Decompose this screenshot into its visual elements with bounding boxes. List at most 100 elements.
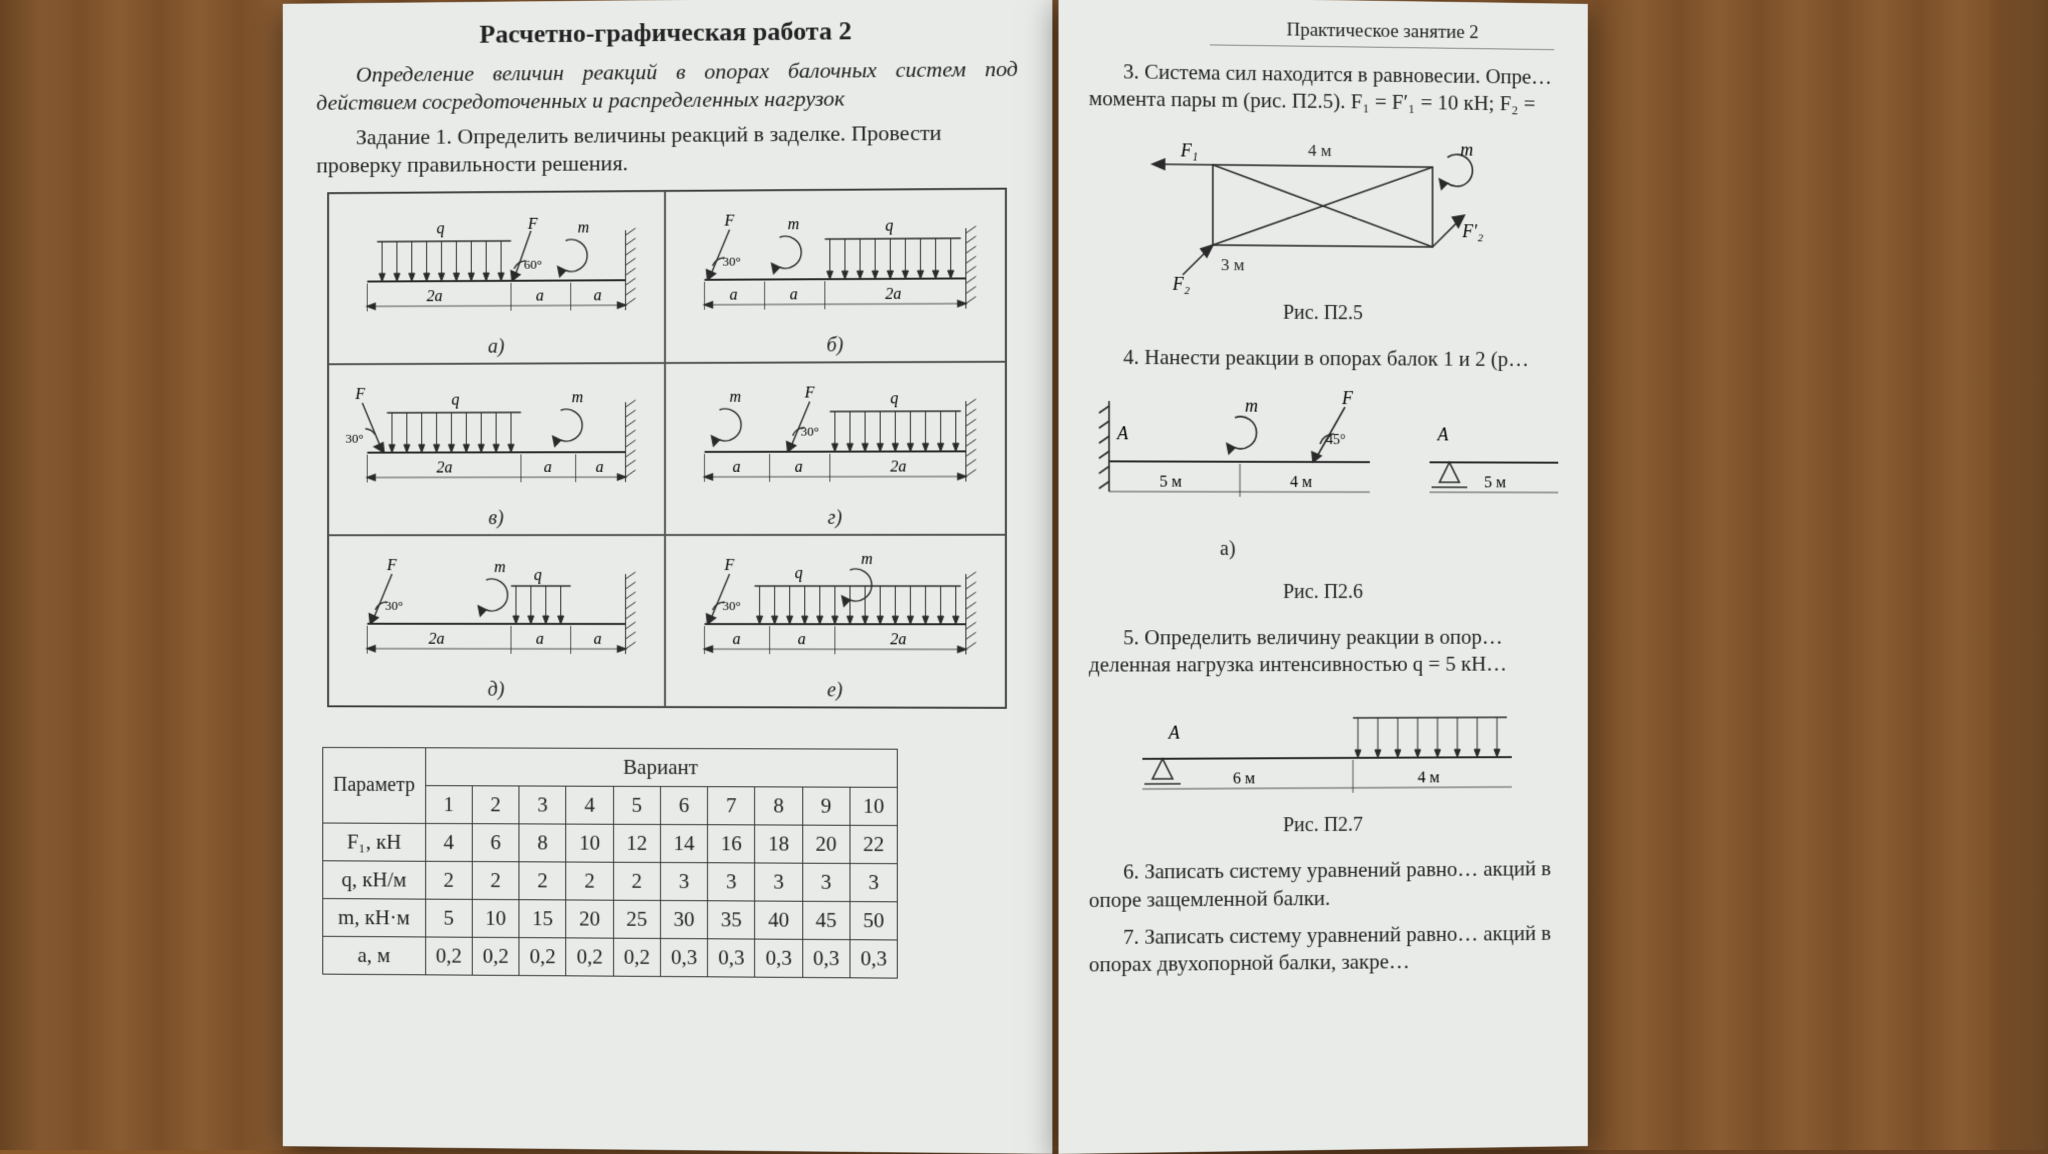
variant-num: 1 — [425, 786, 472, 824]
variant-num: 5 — [613, 786, 660, 824]
variant-num: 10 — [850, 787, 898, 825]
cell: 12 — [613, 824, 660, 862]
dim-a: a — [790, 286, 798, 303]
beam-diagram-g: m F 30° q a a 2a — [674, 371, 997, 512]
cell: 0,3 — [802, 939, 849, 977]
dim-2a: 2a — [885, 286, 901, 303]
m-label: m — [788, 216, 800, 233]
dim-a: a — [730, 287, 738, 304]
cell: 0,2 — [566, 938, 613, 976]
angle-30: 30° — [723, 254, 741, 269]
parameter-table: Параметр Вариант 1 2 3 4 5 6 7 8 9 10 F₁… — [322, 747, 898, 979]
cell: 6 — [472, 824, 519, 862]
row-name: F₁, кН — [323, 823, 426, 861]
cell: 20 — [566, 900, 613, 938]
figure-p25: 4 м 3 м F₁ F₂ F′₂ m — [1142, 123, 1502, 296]
cell: 5 — [425, 899, 472, 937]
fig-caption-p27: Рис. П2.7 — [1089, 813, 1554, 839]
cell: 35 — [708, 901, 755, 939]
variant-num: 3 — [519, 786, 566, 824]
cell: 25 — [613, 900, 660, 938]
dim-a: a — [594, 631, 602, 648]
cell: 2 — [519, 862, 566, 900]
variant-num: 4 — [566, 786, 613, 824]
label-A: A — [1168, 723, 1181, 743]
beam-diagram-a: q F 60° m 2a a a — [337, 200, 656, 341]
table-row: a, м 0,20,20,20,20,20,30,30,30,30,3 — [323, 936, 898, 978]
cell: 2 — [613, 862, 660, 900]
dim-2a: 2a — [890, 631, 906, 648]
cell: 2 — [425, 861, 472, 899]
f-label: F — [804, 384, 815, 401]
cell: 18 — [755, 825, 802, 863]
cell: 16 — [708, 825, 755, 863]
f-label: F — [527, 216, 538, 233]
dim-4m: 4 м — [1308, 140, 1332, 159]
label-F1: F₁ — [1180, 140, 1198, 160]
dim-6m: 6 м — [1233, 771, 1255, 788]
label-m: m — [1245, 396, 1258, 416]
dim-a: a — [798, 631, 806, 648]
f-label: F — [386, 557, 397, 574]
cell: 45 — [802, 901, 849, 939]
variant-num: 9 — [802, 787, 849, 825]
page-subtitle: Определение величин реакций в опорах бал… — [316, 55, 1018, 116]
angle-30: 30° — [345, 431, 363, 446]
q-label: q — [795, 565, 803, 582]
dim-a: a — [594, 287, 602, 304]
worksheet-page-right: Практическое занятие 2 3. Система сил на… — [1059, 0, 1588, 1154]
diagram-cell-g: m F 30° q a a 2a г) — [665, 362, 1006, 535]
cell: 3 — [802, 863, 849, 901]
diagram-cell-d: F 30° m q 2a a a д) — [328, 535, 665, 707]
cell: 0,3 — [755, 939, 802, 977]
cell: 0,2 — [613, 938, 660, 976]
m-label: m — [861, 551, 873, 568]
cell: 30 — [660, 900, 707, 938]
worksheet-page-left: Расчетно-графическая работа 2 Определени… — [283, 0, 1053, 1154]
cell: 8 — [519, 824, 566, 862]
table-row: q, кН/м 2222233333 — [323, 861, 898, 902]
angle-60: 60° — [524, 257, 542, 272]
dim-3m: 3 м — [1221, 255, 1245, 274]
fig-caption-p26: Рис. П2.6 — [1089, 581, 1554, 604]
diagram-label: б) — [826, 334, 843, 357]
q-label: q — [885, 218, 893, 235]
q-label: q — [534, 567, 542, 584]
task-4-text: 4. Нанести реакции в опорах балок 1 и 2 … — [1089, 343, 1554, 373]
cell: 3 — [660, 862, 707, 900]
task-3-text: 3. Система сил находится в равновесии. О… — [1089, 58, 1554, 119]
beam-diagram-grid: q F 60° m 2a a a а) — [327, 188, 1007, 709]
cell: 15 — [519, 900, 566, 938]
dim-2a: 2a — [890, 458, 906, 475]
f-label: F — [354, 386, 365, 403]
m-label: m — [578, 219, 590, 236]
variant-num: 7 — [708, 787, 755, 825]
dim-a: a — [544, 459, 552, 476]
q-label: q — [890, 390, 898, 407]
cell: 40 — [755, 901, 802, 939]
row-name: m, кН·м — [323, 899, 426, 937]
fig-caption-p25: Рис. П2.5 — [1089, 300, 1554, 326]
diagram-cell-v: F 30° q m 2a a a в) — [328, 363, 665, 535]
cell: 3 — [850, 863, 898, 901]
task-5-text: 5. Определить величину реакции в опор… д… — [1089, 624, 1554, 680]
diagram-label: а) — [488, 336, 505, 359]
cell: 4 — [425, 823, 472, 861]
cell: 0,3 — [708, 939, 755, 977]
label-F2p: F′₂ — [1461, 221, 1483, 241]
cell: 3 — [708, 863, 755, 901]
angle-30: 30° — [801, 424, 819, 439]
figure-p27: A 6 м 4 м — [1112, 688, 1531, 810]
label-A: A — [1116, 423, 1129, 443]
dim-5m: 5 м — [1160, 473, 1182, 490]
q-label: q — [437, 220, 445, 237]
page-title: Расчетно-графическая работа 2 — [316, 15, 1018, 52]
cell: 3 — [755, 863, 802, 901]
beam-diagram-e: F 30° q m a a 2a — [674, 544, 997, 685]
cell: 10 — [566, 824, 613, 862]
q-label: q — [451, 392, 459, 409]
dim-2a: 2a — [437, 459, 453, 476]
label-m: m — [1460, 139, 1473, 159]
task-1-text: Задание 1. Определить величины реакций в… — [316, 118, 1018, 178]
m-label: m — [730, 389, 742, 406]
